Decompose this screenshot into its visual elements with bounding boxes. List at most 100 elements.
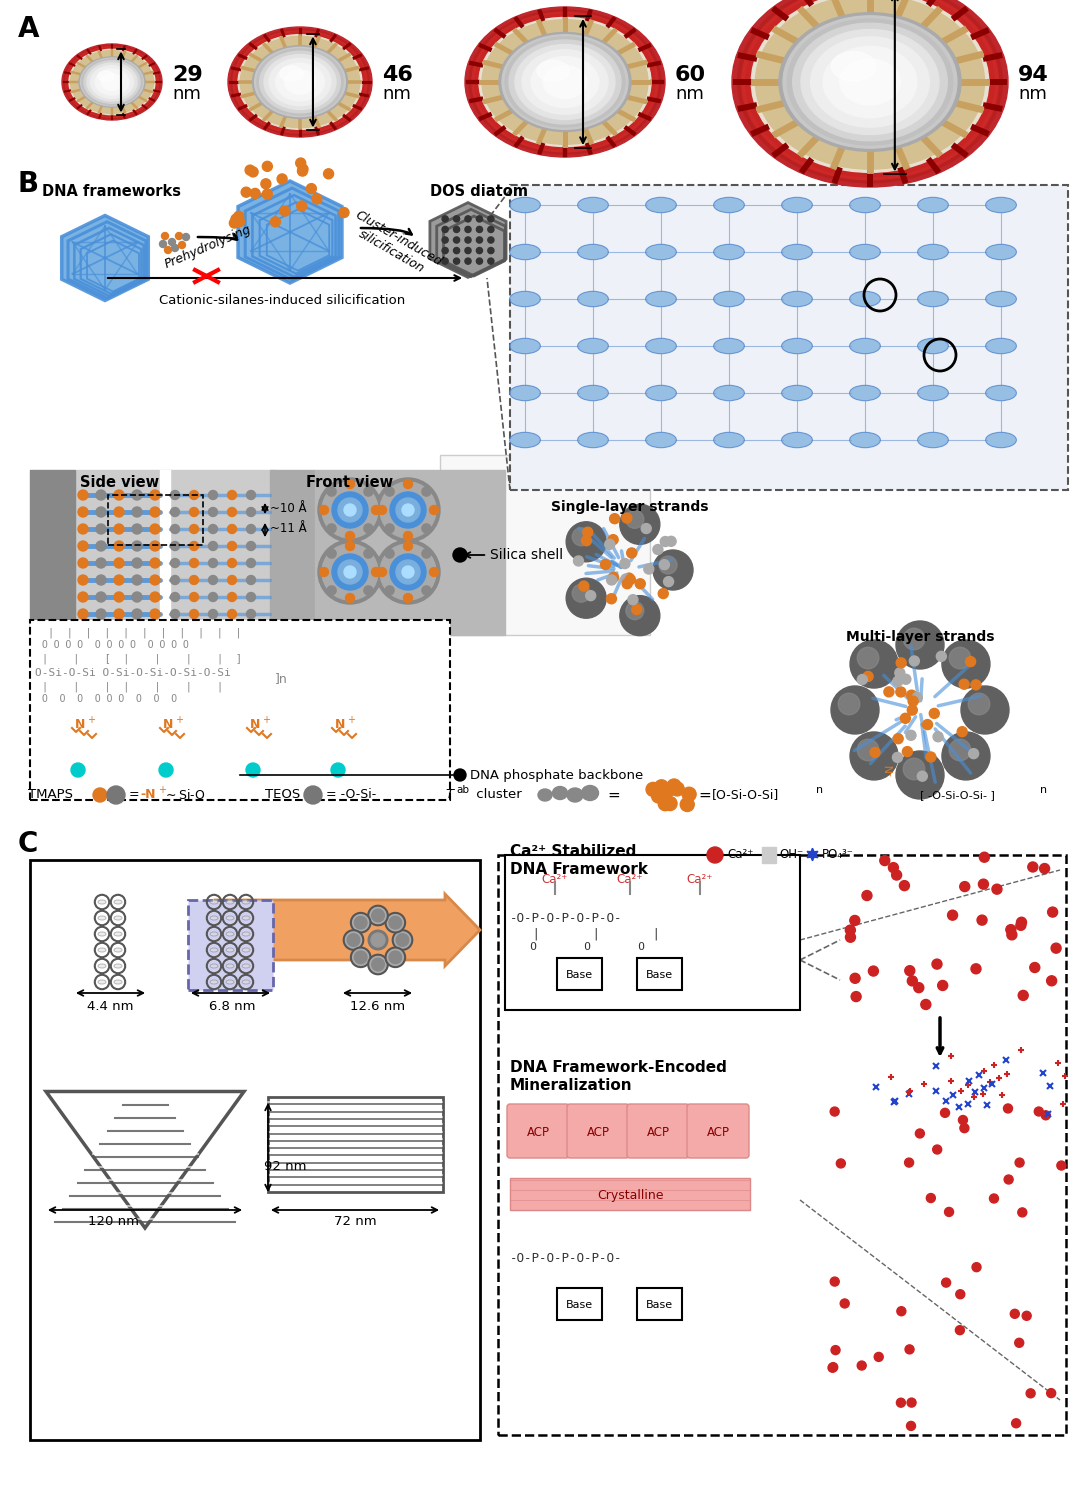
Ellipse shape [242,900,249,904]
Circle shape [386,524,394,533]
Circle shape [620,504,660,545]
Circle shape [659,555,677,573]
Text: +: + [262,716,270,725]
Ellipse shape [986,433,1016,448]
Circle shape [404,593,413,602]
Ellipse shape [581,786,598,801]
Circle shape [93,787,107,802]
Bar [270,470,315,635]
Text: nm: nm [1018,85,1047,103]
Circle shape [96,524,106,534]
Circle shape [653,549,693,590]
Circle shape [863,672,873,681]
Ellipse shape [242,964,249,969]
Ellipse shape [284,70,315,94]
Ellipse shape [242,916,249,921]
Circle shape [320,506,328,515]
Circle shape [96,558,106,567]
Ellipse shape [114,981,122,984]
Circle shape [332,554,368,590]
Text: Silica shell: Silica shell [464,548,563,561]
Text: $\sim$Si-O: $\sim$Si-O [163,787,205,802]
Circle shape [581,536,592,546]
Text: = -O-Si-: = -O-Si- [326,789,376,801]
Circle shape [164,247,172,253]
Text: O O O O  O O O O  O O O O: O O O O O O O O O O O O [42,641,189,650]
Circle shape [372,567,380,576]
Circle shape [488,226,494,232]
Circle shape [132,507,141,516]
Circle shape [933,732,943,741]
Circle shape [609,513,620,524]
Circle shape [322,482,378,537]
Circle shape [386,913,405,933]
Circle shape [189,575,199,584]
Circle shape [132,524,141,534]
Text: +: + [175,716,183,725]
Ellipse shape [95,69,129,94]
Circle shape [114,575,124,585]
Circle shape [228,524,237,533]
Circle shape [1015,1338,1024,1347]
Text: ~11 Å: ~11 Å [270,522,307,536]
Circle shape [162,232,168,240]
Bar [75,470,275,635]
Text: T: T [445,789,454,801]
Ellipse shape [850,198,880,213]
Circle shape [573,555,583,566]
Ellipse shape [646,433,676,448]
Circle shape [330,763,345,777]
Circle shape [942,732,990,780]
Circle shape [208,609,217,618]
Text: O       O       O: O O O [510,942,645,952]
Circle shape [386,585,394,594]
Circle shape [327,487,336,496]
Circle shape [246,609,256,618]
Circle shape [442,226,448,232]
Circle shape [908,696,918,707]
Circle shape [378,567,387,576]
Ellipse shape [98,70,114,82]
Ellipse shape [257,49,343,115]
Circle shape [977,915,987,925]
Circle shape [171,491,179,500]
Circle shape [906,731,916,741]
Circle shape [71,763,85,777]
Ellipse shape [98,933,106,936]
Circle shape [390,554,426,590]
Ellipse shape [81,58,144,106]
Circle shape [464,226,471,232]
Ellipse shape [756,0,985,169]
Text: Prehydrolysing: Prehydrolysing [163,223,254,271]
Circle shape [858,675,867,684]
Circle shape [231,214,241,225]
Ellipse shape [783,16,957,148]
Text: Ca²⁺: Ca²⁺ [542,873,568,886]
Circle shape [661,783,675,798]
Circle shape [464,247,471,253]
Text: |  |  |  |  |  |  |  |  |  |  |: | | | | | | | | | | | [48,629,242,639]
Circle shape [627,594,638,605]
Circle shape [262,162,272,171]
Circle shape [895,668,905,678]
Circle shape [78,507,87,516]
Circle shape [114,558,124,567]
Ellipse shape [823,46,917,118]
Text: Ca²⁺: Ca²⁺ [687,873,713,886]
Circle shape [404,542,413,551]
Circle shape [402,504,414,516]
Circle shape [386,549,394,558]
Circle shape [464,216,471,222]
Circle shape [1012,1419,1021,1428]
Text: 46: 46 [382,64,413,85]
Circle shape [208,593,217,602]
Text: Side view: Side view [80,475,160,490]
Ellipse shape [264,54,336,109]
Circle shape [958,1115,968,1124]
Ellipse shape [714,292,744,307]
Circle shape [246,524,256,533]
Ellipse shape [114,948,122,952]
Circle shape [831,686,879,734]
Text: ACP: ACP [527,1126,550,1139]
Circle shape [896,621,944,669]
